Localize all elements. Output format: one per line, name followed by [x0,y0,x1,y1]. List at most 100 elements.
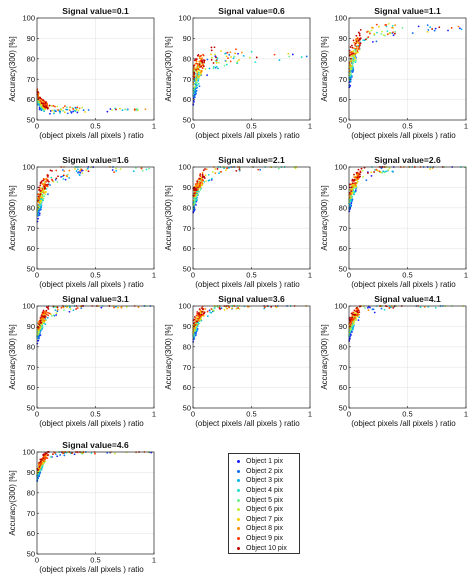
data-point [78,171,80,173]
data-point [349,64,352,66]
y-tick-label: 60 [339,383,347,392]
y-tick-label: 60 [27,529,35,538]
data-point [55,314,58,316]
data-point [100,306,103,309]
data-point [210,308,213,310]
data-point [401,26,404,29]
data-point [38,186,40,189]
data-point [52,314,55,317]
data-point [52,453,54,456]
data-point [294,167,297,170]
data-point [235,307,238,310]
data-point [212,65,215,68]
data-point [49,169,52,172]
y-tick-label: 60 [27,383,35,392]
data-point [126,305,128,308]
data-point [213,307,216,310]
data-point [197,79,200,82]
data-point [353,176,356,178]
data-point [42,457,45,460]
data-point [196,63,199,65]
data-point [41,187,44,190]
data-point [60,175,63,178]
data-point [81,172,84,175]
legend-marker [237,460,240,464]
data-point [137,109,139,112]
data-point [203,60,206,63]
data-point [196,81,198,84]
data-point [43,105,46,108]
data-point [193,326,196,329]
data-point [427,305,430,308]
legend-marker [237,498,240,502]
data-point [42,309,45,312]
x-tick-label: 0 [35,122,39,131]
data-point [202,179,204,182]
data-point [201,171,204,174]
y-tick-label: 50 [27,116,35,125]
data-point [204,174,207,177]
y-tick-label: 50 [27,404,35,413]
x-tick-label: 0.5 [402,122,412,131]
data-point [350,76,352,79]
y-axis-label: Accuracy(300) [%] [8,470,17,535]
data-point [275,306,278,309]
y-tick-label: 90 [27,322,35,331]
data-point [66,306,68,309]
data-point [356,176,359,179]
y-tick-label: 70 [339,363,347,372]
data-point [62,110,64,112]
data-point [236,60,239,63]
y-tick-label: 80 [183,54,191,63]
data-point [44,323,47,326]
data-point [357,309,360,312]
data-point [350,202,353,205]
data-point [193,316,196,318]
data-point [38,208,40,210]
subplot-5: 50 60 70 80 90 100 0 0.5 1 Signal value=2.1 Accura… [164,155,312,289]
data-point [434,306,437,309]
subplot-1: 50 60 70 80 90 100 0 0.5 1 Signal value=0.1 Accura… [8,6,156,140]
legend-entry: Object 5 pix [232,495,296,505]
data-point [42,191,45,194]
data-point [198,190,201,193]
data-point [195,332,197,334]
data-point [37,328,40,331]
data-point [198,312,200,315]
data-point [41,313,43,316]
data-point [199,181,202,184]
data-point [106,110,109,113]
data-point [46,106,49,109]
data-point [57,109,59,111]
data-point [383,308,386,311]
data-point [44,460,47,463]
data-point [36,339,39,342]
data-point [388,32,391,35]
data-point [54,178,57,181]
data-point [354,189,357,192]
y-tick-label: 100 [22,14,35,23]
data-point [351,44,353,47]
data-point [417,25,420,28]
data-point [40,186,42,189]
y-tick-label: 70 [183,363,191,372]
legend-entry: Object 6 pix [232,505,296,515]
data-point [355,40,358,43]
data-point [75,108,78,111]
data-point [373,169,376,171]
data-point [353,178,356,181]
data-point [207,173,210,176]
x-tick-label: 0.5 [246,271,256,280]
data-point [354,313,357,316]
data-point [202,59,205,62]
data-point [349,316,351,319]
data-point [220,307,223,310]
data-point [376,31,378,34]
data-point [387,22,390,25]
data-point [198,69,201,72]
data-point [201,182,204,185]
data-point [40,180,43,183]
data-point [205,168,208,171]
data-point [235,170,238,172]
data-point [355,176,357,179]
